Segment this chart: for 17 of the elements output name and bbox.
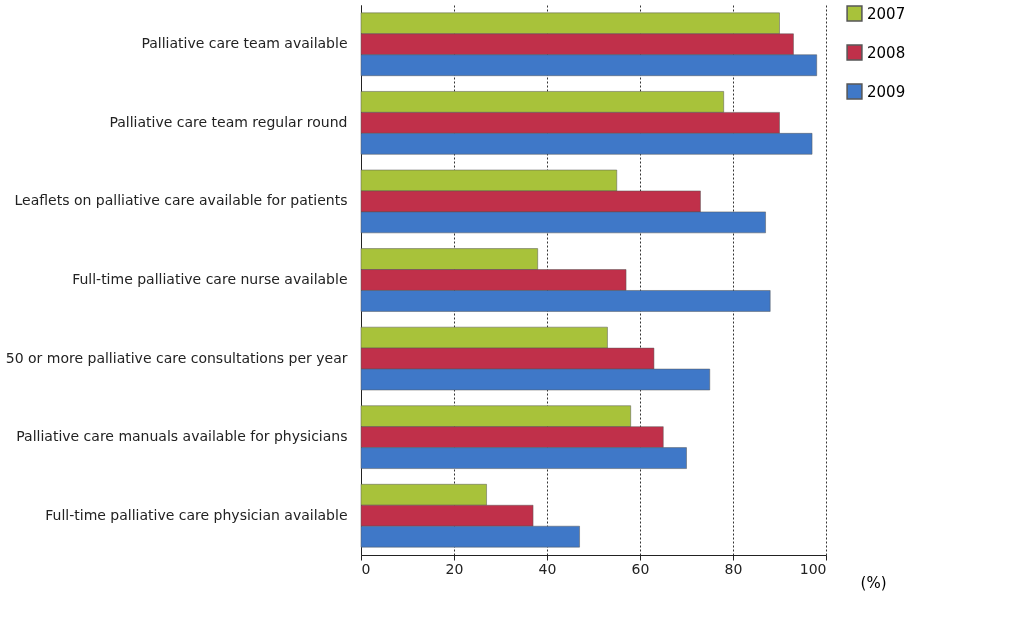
y-tick-label: Palliative care manuals available for physicians xyxy=(16,428,348,445)
x-tick-label: 100 xyxy=(799,560,827,577)
y-tick-label: Full-time palliative care nurse available xyxy=(72,271,348,287)
x-tick-label: 80 xyxy=(724,560,743,577)
x-tick-label: 20 xyxy=(445,560,464,577)
legend-label: 2009 xyxy=(867,82,906,101)
y-tick-label: Leaflets on palliative care available for patients xyxy=(14,192,348,209)
legend-label: 2007 xyxy=(867,4,906,23)
y-tick-label: Palliative care team available xyxy=(141,35,348,52)
y-tick-label: Full-time palliative care physician available xyxy=(45,506,348,523)
y-tick-label: 50 or more palliative care consultations per year xyxy=(5,349,348,366)
x-tick-label: 40 xyxy=(538,560,557,577)
x-axis-title: (%) xyxy=(860,573,887,592)
legend-label: 2008 xyxy=(867,43,906,62)
x-tick-label: 0 xyxy=(361,560,371,577)
x-tick-label: 60 xyxy=(631,560,650,577)
y-tick-label: Palliative care team regular round xyxy=(109,113,348,130)
